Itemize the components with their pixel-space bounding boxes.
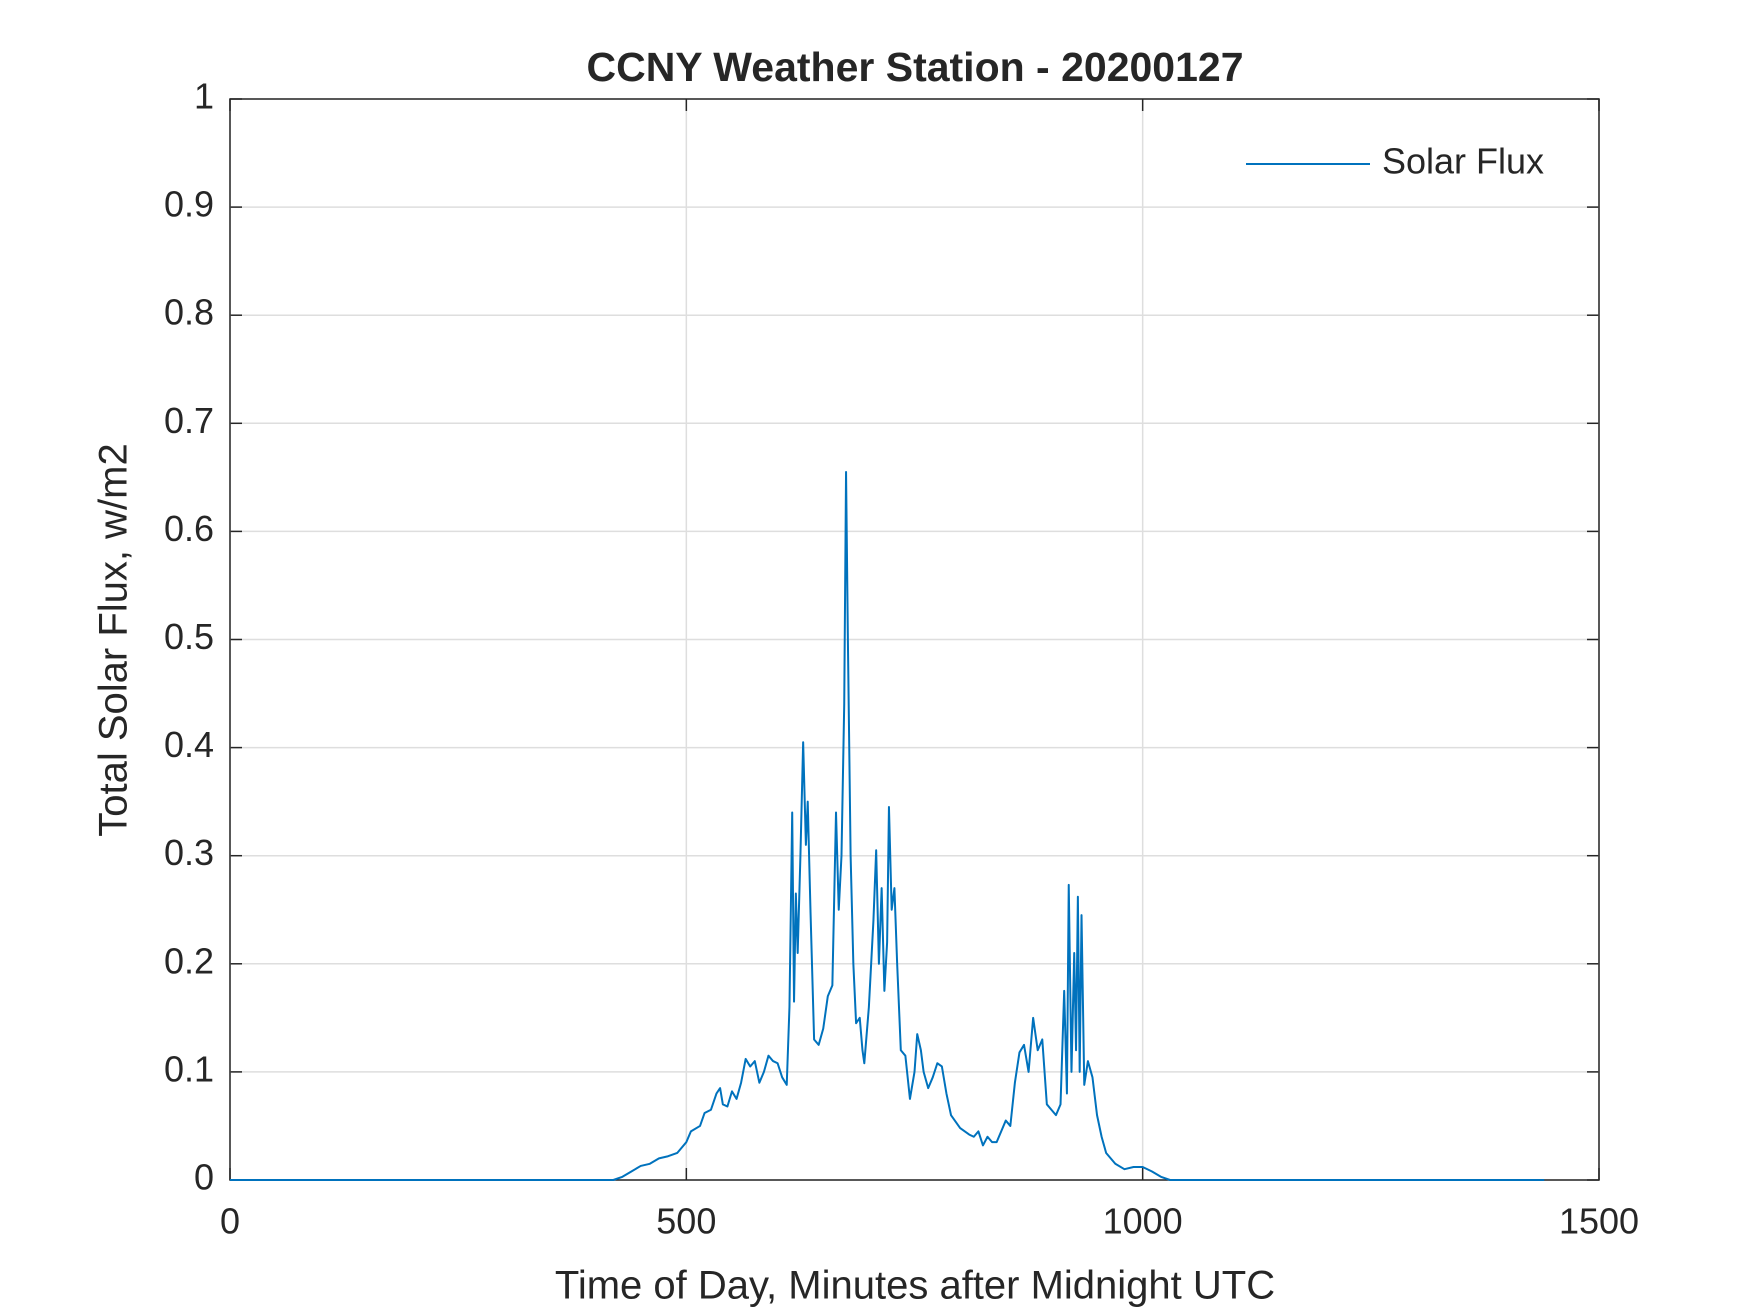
x-axis-label: Time of Day, Minutes after Midnight UTC bbox=[555, 1264, 1275, 1308]
y-tick-label: 0.6 bbox=[164, 508, 214, 549]
y-tick-label: 0.8 bbox=[164, 292, 214, 333]
x-tick-label: 1500 bbox=[1559, 1201, 1639, 1242]
y-axis-label: Total Solar Flux, w/m2 bbox=[92, 443, 136, 836]
axes-box bbox=[229, 98, 1600, 1181]
y-tick-label: 0.2 bbox=[164, 940, 214, 981]
series-line bbox=[230, 470, 1545, 1181]
y-tick-label: 0.4 bbox=[164, 724, 214, 765]
legend-label: Solar Flux bbox=[1382, 141, 1544, 182]
y-tick-label: 0.3 bbox=[164, 832, 214, 873]
x-tick-label: 500 bbox=[656, 1201, 716, 1242]
x-tick-label: 0 bbox=[220, 1201, 240, 1242]
y-tick-label: 0.1 bbox=[164, 1048, 214, 1089]
chart-title: CCNY Weather Station - 20200127 bbox=[586, 44, 1243, 90]
y-tick-label: 0.5 bbox=[164, 616, 214, 657]
y-tick-label: 1 bbox=[194, 76, 214, 117]
y-tick-label: 0.9 bbox=[164, 184, 214, 225]
y-tick-label: 0 bbox=[194, 1157, 214, 1198]
x-tick-label: 1000 bbox=[1103, 1201, 1183, 1242]
y-tick-label: 0.7 bbox=[164, 400, 214, 441]
